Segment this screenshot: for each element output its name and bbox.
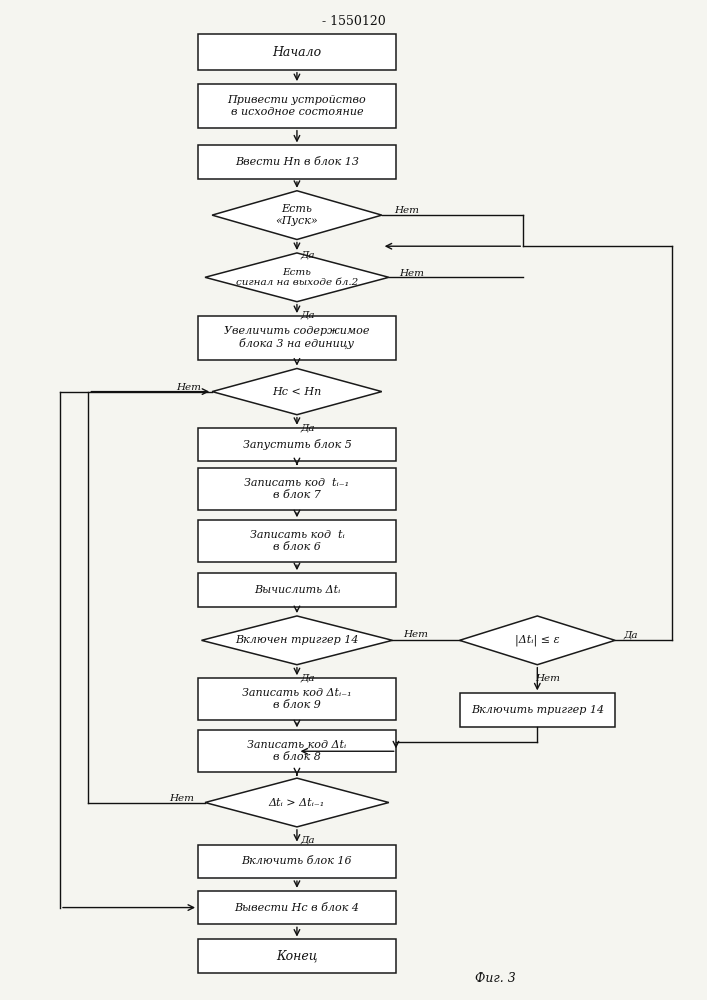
FancyBboxPatch shape [198,145,396,179]
FancyBboxPatch shape [198,939,396,973]
Text: - 1550120: - 1550120 [322,15,385,28]
FancyBboxPatch shape [460,693,615,727]
Polygon shape [205,778,389,827]
Polygon shape [205,253,389,302]
Text: Включен триггер 14: Включен триггер 14 [235,635,358,645]
Text: Конец: Конец [276,950,317,963]
Text: |Δtᵢ| ≤ ε: |Δtᵢ| ≤ ε [515,635,560,646]
Text: Начало: Начало [272,46,322,59]
Text: Фиг. 3: Фиг. 3 [474,972,515,985]
Text: Да: Да [300,311,315,320]
FancyBboxPatch shape [198,845,396,878]
Text: Hс < Hп: Hс < Hп [272,387,322,397]
Text: Да: Да [624,631,638,640]
FancyBboxPatch shape [198,891,396,924]
FancyBboxPatch shape [198,730,396,772]
FancyBboxPatch shape [198,84,396,128]
Text: Есть
«Пуск»: Есть «Пуск» [276,204,318,226]
FancyBboxPatch shape [198,678,396,720]
Text: Нет: Нет [395,206,419,215]
Text: Да: Да [300,424,315,433]
Text: Записать код Δtᵢ
в блок 8: Записать код Δtᵢ в блок 8 [247,740,346,762]
Text: Включить триггер 14: Включить триггер 14 [471,705,604,715]
Text: Нет: Нет [177,383,201,392]
Text: Вывести Hс в блок 4: Вывести Hс в блок 4 [235,903,359,913]
Text: Да: Да [300,674,315,683]
FancyBboxPatch shape [198,316,396,360]
Text: Включить блок 16: Включить блок 16 [242,856,352,866]
Text: Нет: Нет [403,630,428,639]
FancyBboxPatch shape [198,428,396,461]
Text: Вычислить Δtᵢ: Вычислить Δtᵢ [254,585,340,595]
Text: Нет: Нет [399,269,424,278]
Text: Да: Да [300,836,315,845]
Text: Привести устройство
в исходное состояние: Привести устройство в исходное состояние [228,95,366,117]
Text: Увеличить содержимое
блока 3 на единицу: Увеличить содержимое блока 3 на единицу [224,326,370,349]
Text: Нет: Нет [170,794,194,803]
FancyBboxPatch shape [198,34,396,70]
Text: Ввести Hп в блок 13: Ввести Hп в блок 13 [235,157,359,167]
Text: Запустить блок 5: Запустить блок 5 [243,439,351,450]
Text: Записать код  tᵢ₋₁
в блок 7: Записать код tᵢ₋₁ в блок 7 [245,478,349,500]
Text: Δtᵢ > Δtᵢ₋₁: Δtᵢ > Δtᵢ₋₁ [269,798,325,808]
Polygon shape [212,191,382,239]
Text: Да: Да [300,250,315,259]
FancyBboxPatch shape [198,468,396,510]
FancyBboxPatch shape [198,520,396,562]
Text: Нет: Нет [535,674,561,683]
Polygon shape [460,616,615,665]
Text: Есть
сигнал на выходе бл.2: Есть сигнал на выходе бл.2 [236,268,358,287]
Polygon shape [201,616,392,665]
Polygon shape [212,368,382,415]
FancyBboxPatch shape [198,573,396,607]
Text: Записать код  tᵢ
в блок 6: Записать код tᵢ в блок 6 [250,530,344,552]
Text: Записать код Δtᵢ₋₁
в блок 9: Записать код Δtᵢ₋₁ в блок 9 [242,688,352,710]
